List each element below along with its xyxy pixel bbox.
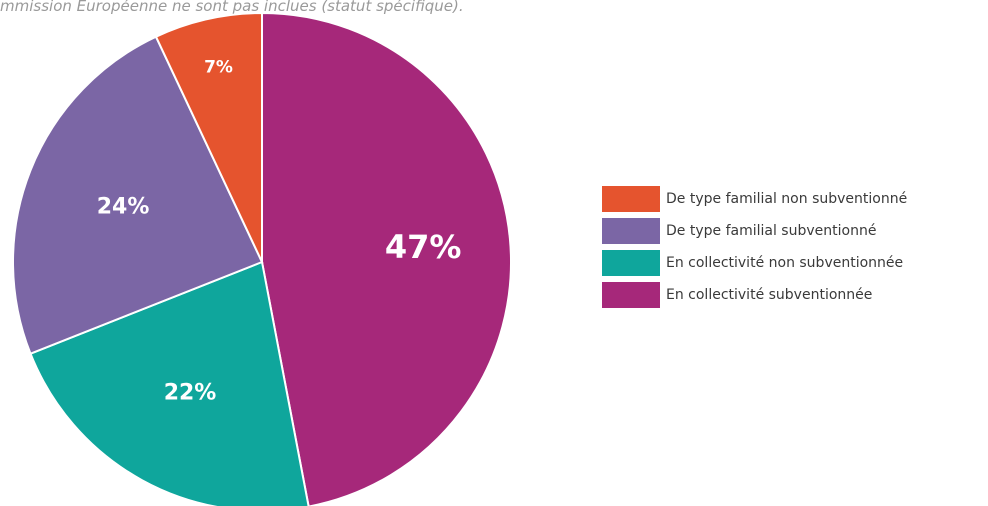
- legend-item-collectivite-non-subventionnee: En collectivité non subventionnée: [602, 250, 907, 276]
- slice-label: 24%: [97, 195, 150, 220]
- legend-swatch: [602, 186, 660, 212]
- legend-item-familial-non-subventionne: De type familial non subventionné: [602, 186, 907, 212]
- legend-swatch: [602, 250, 660, 276]
- legend-item-familial-subventionne: De type familial subventionné: [602, 218, 907, 244]
- legend-swatch: [602, 282, 660, 308]
- slice-label: 47%: [385, 228, 462, 266]
- pie-chart: 47% 22% 24% 7%: [12, 11, 512, 506]
- legend-label: De type familial subventionné: [666, 223, 877, 239]
- pie-slice: [12, 35, 264, 355]
- legend-label: En collectivité non subventionnée: [666, 255, 904, 271]
- legend: De type familial non subventionné De typ…: [602, 186, 907, 314]
- legend-label: De type familial non subventionné: [666, 191, 908, 207]
- source-note: mmission Européenne ne sont pas inclues …: [0, 0, 464, 15]
- legend-label: En collectivité subventionnée: [666, 287, 873, 303]
- pie-slice: [29, 260, 310, 506]
- legend-item-collectivite-subventionnee: En collectivité subventionnée: [602, 282, 907, 308]
- slice-label: 7%: [204, 58, 233, 78]
- slice-label: 22%: [164, 380, 217, 405]
- legend-swatch: [602, 218, 660, 244]
- pie-slice: [154, 11, 263, 263]
- pie-slice: [261, 11, 512, 506]
